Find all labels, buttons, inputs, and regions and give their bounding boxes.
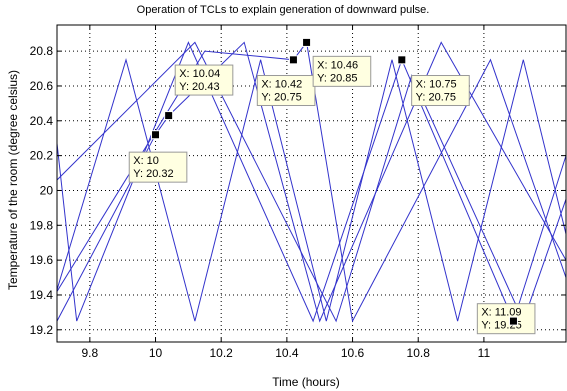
datatip-marker (397, 55, 407, 65)
y-tick-label: 19.2 (30, 323, 54, 337)
x-tick-label: 10.8 (407, 346, 431, 360)
ticks: 9.8 10 10.2 10.4 10.6 10.8 11 19.2 19.4 19.6 19.8 2… (30, 25, 566, 360)
x-tick-label: 10 (149, 346, 163, 360)
datatips: X: 10Y: 20.32X: 10.04Y: 20.43 X: 10.42Y: … (128, 37, 536, 335)
datatip-y-label: Y: 20.85 (317, 72, 357, 84)
datatip-box (312, 55, 372, 87)
plot-area-frame (56, 24, 567, 343)
datatip-marker (508, 316, 518, 326)
datatip-y-label: Y: 20.75 (261, 92, 301, 104)
y-tick-label: 19.4 (30, 288, 54, 302)
datatip-box (174, 64, 234, 96)
datatip-box (256, 75, 316, 107)
datatip-y-label: Y: 20.75 (416, 92, 456, 104)
y-tick-label: 20.4 (30, 114, 54, 128)
y-tick-label: 20 (40, 183, 54, 197)
y-tick-label: 20.8 (30, 44, 54, 58)
x-tick-label: 10.6 (341, 346, 365, 360)
series-line (57, 41, 566, 323)
x-tick-label: 10.4 (275, 346, 299, 360)
x-tick-label: 11 (478, 346, 491, 360)
x-tick-label: 10.2 (210, 346, 234, 360)
y-tick-label: 19.6 (30, 253, 54, 267)
datatip-y-label: Y: 20.32 (133, 168, 173, 180)
datatip-x-label: X: 10.46 (317, 59, 358, 71)
datatip-marker (151, 130, 161, 140)
datatip-box (476, 303, 536, 335)
y-axis-label: Temperature of the room (degree celsius) (6, 70, 20, 290)
y-tick-label: 20.2 (30, 149, 54, 163)
datatip-x-label: X: 10.04 (179, 68, 220, 80)
datatip-box (128, 151, 188, 183)
datatip-x-label: X: 10.42 (261, 79, 302, 91)
datatip-marker (302, 37, 312, 47)
datatip-marker (164, 111, 174, 121)
y-tick-label: 20.6 (30, 79, 54, 93)
datatip-x-label: X: 10 (133, 155, 159, 167)
datatip-x-label: X: 11.09 (481, 307, 521, 319)
x-axis-label: Time (hours) (272, 375, 340, 389)
y-tick-label: 19.8 (30, 218, 54, 232)
x-tick-label: 9.8 (81, 346, 98, 360)
datatip-x-label: X: 10.75 (416, 79, 457, 91)
datatip-y-label: Y: 20.43 (179, 81, 219, 93)
chart-title: Operation of TCLs to explain generation … (137, 4, 430, 16)
datatip-marker (288, 55, 298, 65)
datatip-box (411, 75, 470, 107)
